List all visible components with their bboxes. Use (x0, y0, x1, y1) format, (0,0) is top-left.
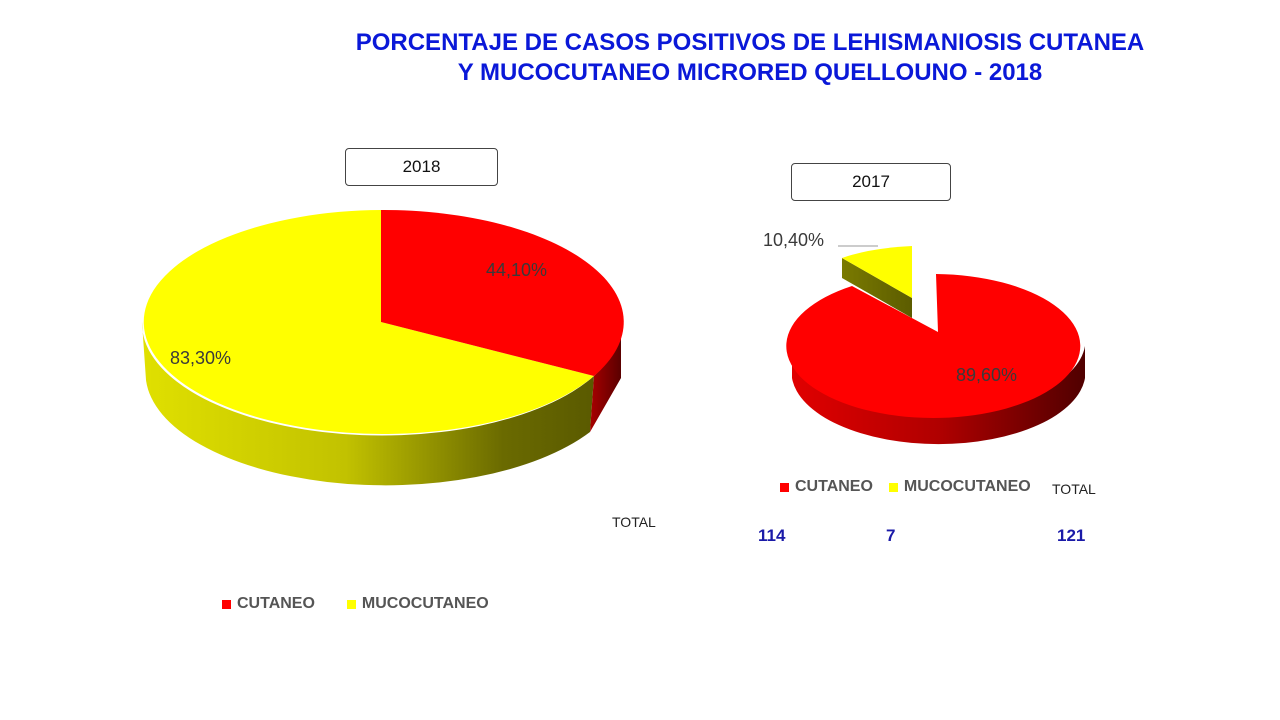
count-mucocutaneo: 7 (886, 526, 896, 545)
total-label-left: TOTAL (612, 514, 656, 530)
pie-2018-slice-cutaneo-side (590, 322, 622, 432)
pie-2017: 89,60% 10,40% (763, 230, 1085, 445)
count-cutaneo: 114 (758, 526, 786, 545)
legend-2017: CUTANEO MUCOCUTANEO (780, 478, 1031, 496)
pie-2018-slice-mucocutaneo-side (141, 322, 594, 486)
legend-2017-item-mucocutaneo: MUCOCUTANEO (888, 478, 1031, 496)
legend-2018-label-cutaneo: CUTANEO (237, 595, 315, 612)
pie-2018: 44,10% 83,30% (141, 209, 624, 486)
chart-2018-title: 2018 (345, 148, 498, 186)
pie-2017-slice-mucocutaneo (842, 246, 912, 298)
pie-2017-slice-cutaneo (786, 274, 1081, 418)
pie-2017-label-mucocutaneo: 10,40% (763, 230, 824, 250)
total-label-right: TOTAL (1052, 481, 1096, 497)
legend-2018-label-mucocutaneo: MUCOCUTANEO (361, 595, 489, 612)
title-line-1: PORCENTAJE DE CASOS POSITIVOS DE LEHISMA… (355, 29, 1145, 56)
legend-2018-item-mucocutaneo: MUCOCUTANEO (346, 595, 489, 613)
legend-2018: CUTANEO MUCOCUTANEO (222, 595, 521, 613)
legend-2017-swatch-mucocutaneo (888, 482, 898, 492)
pie-2017-slice-mucocutaneo-side (842, 258, 912, 318)
title-line-2: Y MUCOCUTANEO MICRORED QUELLOUNO - 2018 (457, 59, 1043, 86)
pie-2017-slice-cutaneo-side (792, 346, 1085, 445)
legend-2017-swatch-cutaneo (780, 482, 789, 492)
pie-2018-slice-mucocutaneo (143, 210, 594, 434)
legend-2017-item-cutaneo: CUTANEO (780, 478, 873, 496)
legend-2017-label-mucocutaneo: MUCOCUTANEO (903, 478, 1031, 495)
chart-2017-title: 2017 (791, 163, 951, 201)
legend-2018-swatch-cutaneo (222, 599, 231, 609)
pie-2018-slice-cutaneo (381, 209, 624, 376)
pie-2018-label-cutaneo: 44,10% (486, 260, 547, 280)
pie-2017-label-cutaneo: 89,60% (956, 365, 1017, 385)
legend-2018-swatch-mucocutaneo (346, 599, 356, 609)
count-total: 121 (1057, 526, 1086, 545)
page-title: PORCENTAJE DE CASOS POSITIVOS DE LEHISMA… (290, 28, 1210, 88)
legend-2018-item-cutaneo: CUTANEO (222, 595, 315, 613)
pie-2018-label-mucocutaneo: 83,30% (170, 348, 231, 368)
legend-2017-label-cutaneo: CUTANEO (795, 478, 873, 495)
